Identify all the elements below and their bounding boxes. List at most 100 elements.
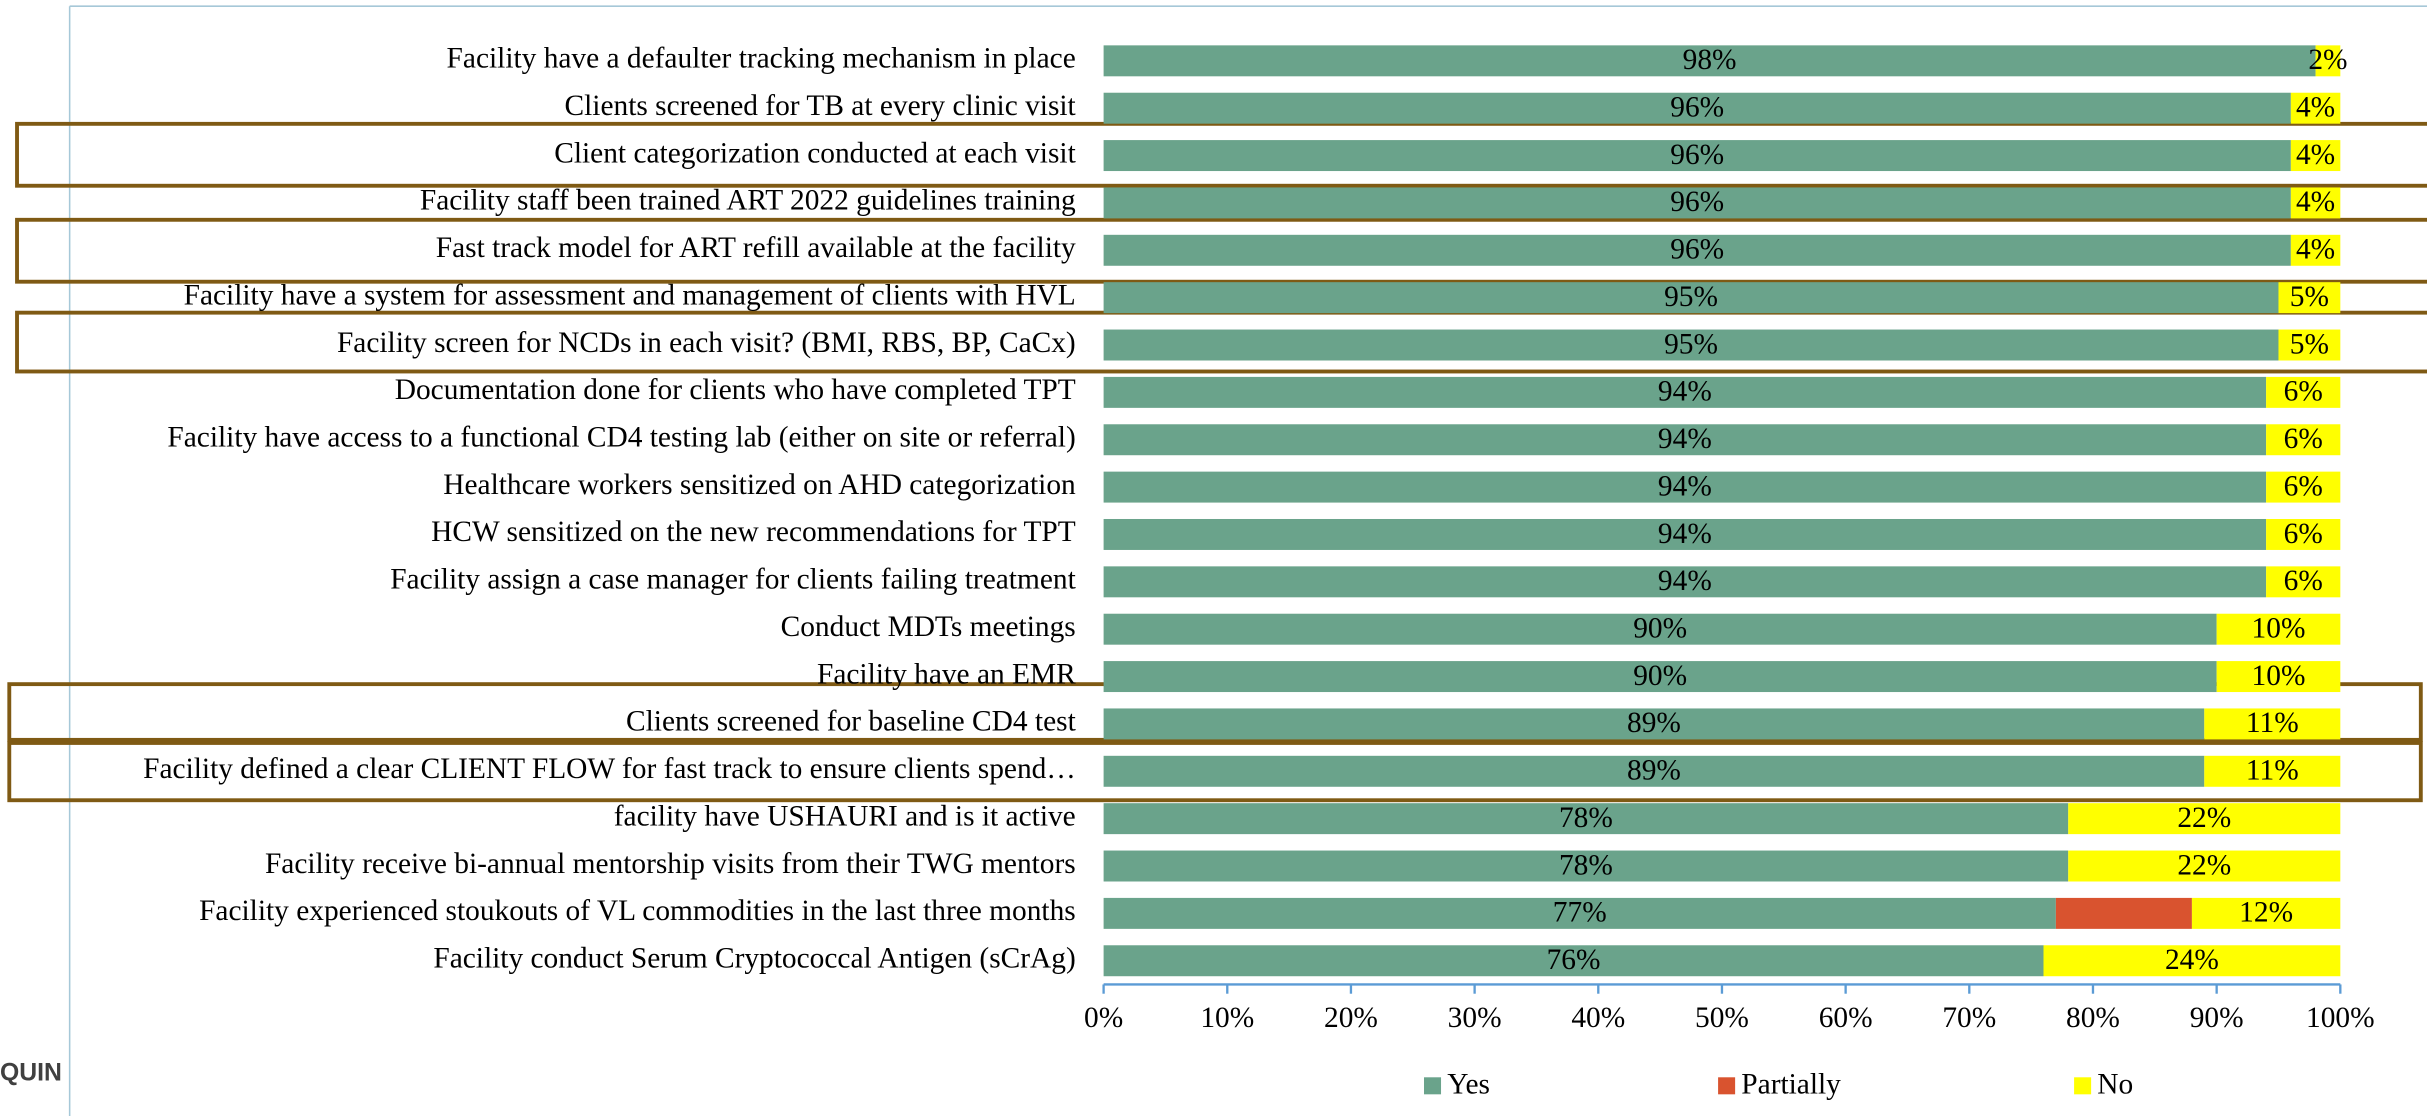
data-label: 2% bbox=[2308, 44, 2347, 76]
data-label: 6% bbox=[2284, 565, 2323, 597]
highlight-box bbox=[15, 121, 2427, 188]
bar-segment bbox=[2290, 92, 2341, 124]
category-label: Facility have a system for assessment an… bbox=[184, 279, 1076, 311]
data-label: 94% bbox=[1658, 565, 1712, 597]
data-label: 4% bbox=[2296, 91, 2335, 123]
data-label: 4% bbox=[2296, 234, 2335, 266]
data-label: 22% bbox=[2177, 849, 2231, 881]
category-label: Facility have access to a functional CD4… bbox=[167, 421, 1075, 453]
x-tick-label: 100% bbox=[2306, 1002, 2375, 1034]
bar-segment bbox=[2278, 282, 2341, 314]
bar-segment bbox=[1103, 850, 2069, 882]
bar-segment bbox=[2191, 897, 2341, 929]
category-label: Client categorization conducted at each … bbox=[554, 137, 1075, 169]
legend-label: Partially bbox=[1741, 1068, 1841, 1100]
bar-segment bbox=[2290, 234, 2341, 266]
data-label: 6% bbox=[2284, 470, 2323, 502]
data-label: 6% bbox=[2284, 376, 2323, 408]
bar-segment bbox=[1103, 140, 2291, 172]
data-label: 98% bbox=[1683, 44, 1737, 76]
bar-segment bbox=[2068, 803, 2341, 835]
category-label: Facility experienced stoukouts of VL com… bbox=[199, 895, 1076, 927]
data-label: 11% bbox=[2246, 707, 2299, 739]
bar-segment bbox=[2055, 897, 2192, 929]
bar-segment bbox=[2266, 518, 2341, 550]
bar-segment bbox=[1103, 92, 2291, 124]
category-label: facility have USHAURI and is it active bbox=[614, 800, 1076, 832]
category-label: Fast track model for ART refill availabl… bbox=[436, 232, 1076, 264]
bar-segment bbox=[2266, 376, 2341, 408]
data-label: 94% bbox=[1658, 470, 1712, 502]
legend-label: No bbox=[2097, 1068, 2133, 1100]
legend-swatch bbox=[2074, 1077, 2092, 1095]
data-label: 95% bbox=[1664, 281, 1718, 313]
category-label: Facility conduct Serum Cryptococcal Anti… bbox=[433, 942, 1075, 974]
data-label: 78% bbox=[1559, 802, 1613, 834]
bar-segment bbox=[1103, 518, 2267, 550]
category-label: Facility have an EMR bbox=[817, 658, 1076, 690]
x-tick-label: 80% bbox=[2066, 1002, 2120, 1034]
bar-segment bbox=[2290, 187, 2341, 219]
bar-segment bbox=[1103, 282, 2279, 314]
data-label: 96% bbox=[1670, 234, 1724, 266]
highlight-boxes bbox=[7, 121, 2427, 803]
bar-segment bbox=[2068, 850, 2341, 882]
bar-segment bbox=[1103, 329, 2279, 361]
bar-segment bbox=[1103, 708, 2205, 740]
bar-segment bbox=[1103, 613, 2217, 645]
data-label: 94% bbox=[1658, 423, 1712, 455]
data-label: 96% bbox=[1670, 186, 1724, 218]
category-label: Facility staff been trained ART 2022 gui… bbox=[420, 185, 1076, 217]
data-label: 5% bbox=[2290, 328, 2329, 360]
bar-segment bbox=[1103, 471, 2267, 503]
data-label: 4% bbox=[2296, 139, 2335, 171]
data-label: 77% bbox=[1553, 897, 1607, 929]
data-label: 94% bbox=[1658, 376, 1712, 408]
x-tick-label: 40% bbox=[1571, 1002, 1625, 1034]
category-label: HCW sensitized on the new recommendation… bbox=[431, 516, 1076, 548]
x-tick-label: 10% bbox=[1200, 1002, 1254, 1034]
data-label: 22% bbox=[2177, 802, 2231, 834]
bar-segment bbox=[2266, 471, 2341, 503]
highlight-box bbox=[7, 741, 2423, 803]
x-tick-label: 20% bbox=[1324, 1002, 1378, 1034]
bar-segment bbox=[2266, 566, 2341, 598]
x-tick-label: 60% bbox=[1819, 1002, 1873, 1034]
bar-segment bbox=[1103, 945, 2044, 977]
x-tick-label: 0% bbox=[1084, 1002, 1123, 1034]
bar-segment bbox=[2216, 661, 2341, 693]
x-tick-label: 90% bbox=[2190, 1002, 2244, 1034]
legend-swatch bbox=[1718, 1077, 1736, 1095]
category-label: Healthcare workers sensitized on AHD cat… bbox=[443, 469, 1076, 501]
data-label: 95% bbox=[1664, 328, 1718, 360]
bar-segment bbox=[1103, 803, 2069, 835]
data-label: 90% bbox=[1633, 660, 1687, 692]
bar-segment bbox=[1103, 897, 2056, 929]
bar-segment bbox=[2204, 708, 2341, 740]
bar-segment bbox=[1103, 187, 2291, 219]
bar-segment bbox=[1103, 234, 2291, 266]
bar-segment bbox=[1103, 376, 2267, 408]
x-tick-label: 70% bbox=[1942, 1002, 1996, 1034]
bar-segment bbox=[2043, 945, 2341, 977]
category-label: Facility receive bi-annual mentorship vi… bbox=[265, 848, 1076, 880]
data-label: 90% bbox=[1633, 612, 1687, 644]
data-label: 89% bbox=[1627, 707, 1681, 739]
bar-segment bbox=[1103, 566, 2267, 598]
bar-segment bbox=[1103, 755, 2205, 787]
data-label: 10% bbox=[2252, 612, 2306, 644]
x-tick-label: 50% bbox=[1695, 1002, 1749, 1034]
bar-segment bbox=[2216, 613, 2341, 645]
data-label: 6% bbox=[2284, 423, 2323, 455]
bar-segment bbox=[2290, 140, 2341, 172]
data-label: 24% bbox=[2165, 944, 2219, 976]
category-label: Clients screened for TB at every clinic … bbox=[565, 90, 1076, 122]
category-label: Documentation done for clients who have … bbox=[395, 374, 1076, 406]
data-label: 89% bbox=[1627, 755, 1681, 787]
data-label: 76% bbox=[1547, 944, 1601, 976]
category-label: Conduct MDTs meetings bbox=[781, 611, 1076, 643]
highlight-box bbox=[15, 217, 2427, 284]
data-label: 12% bbox=[2239, 897, 2293, 929]
data-label: 6% bbox=[2284, 518, 2323, 550]
